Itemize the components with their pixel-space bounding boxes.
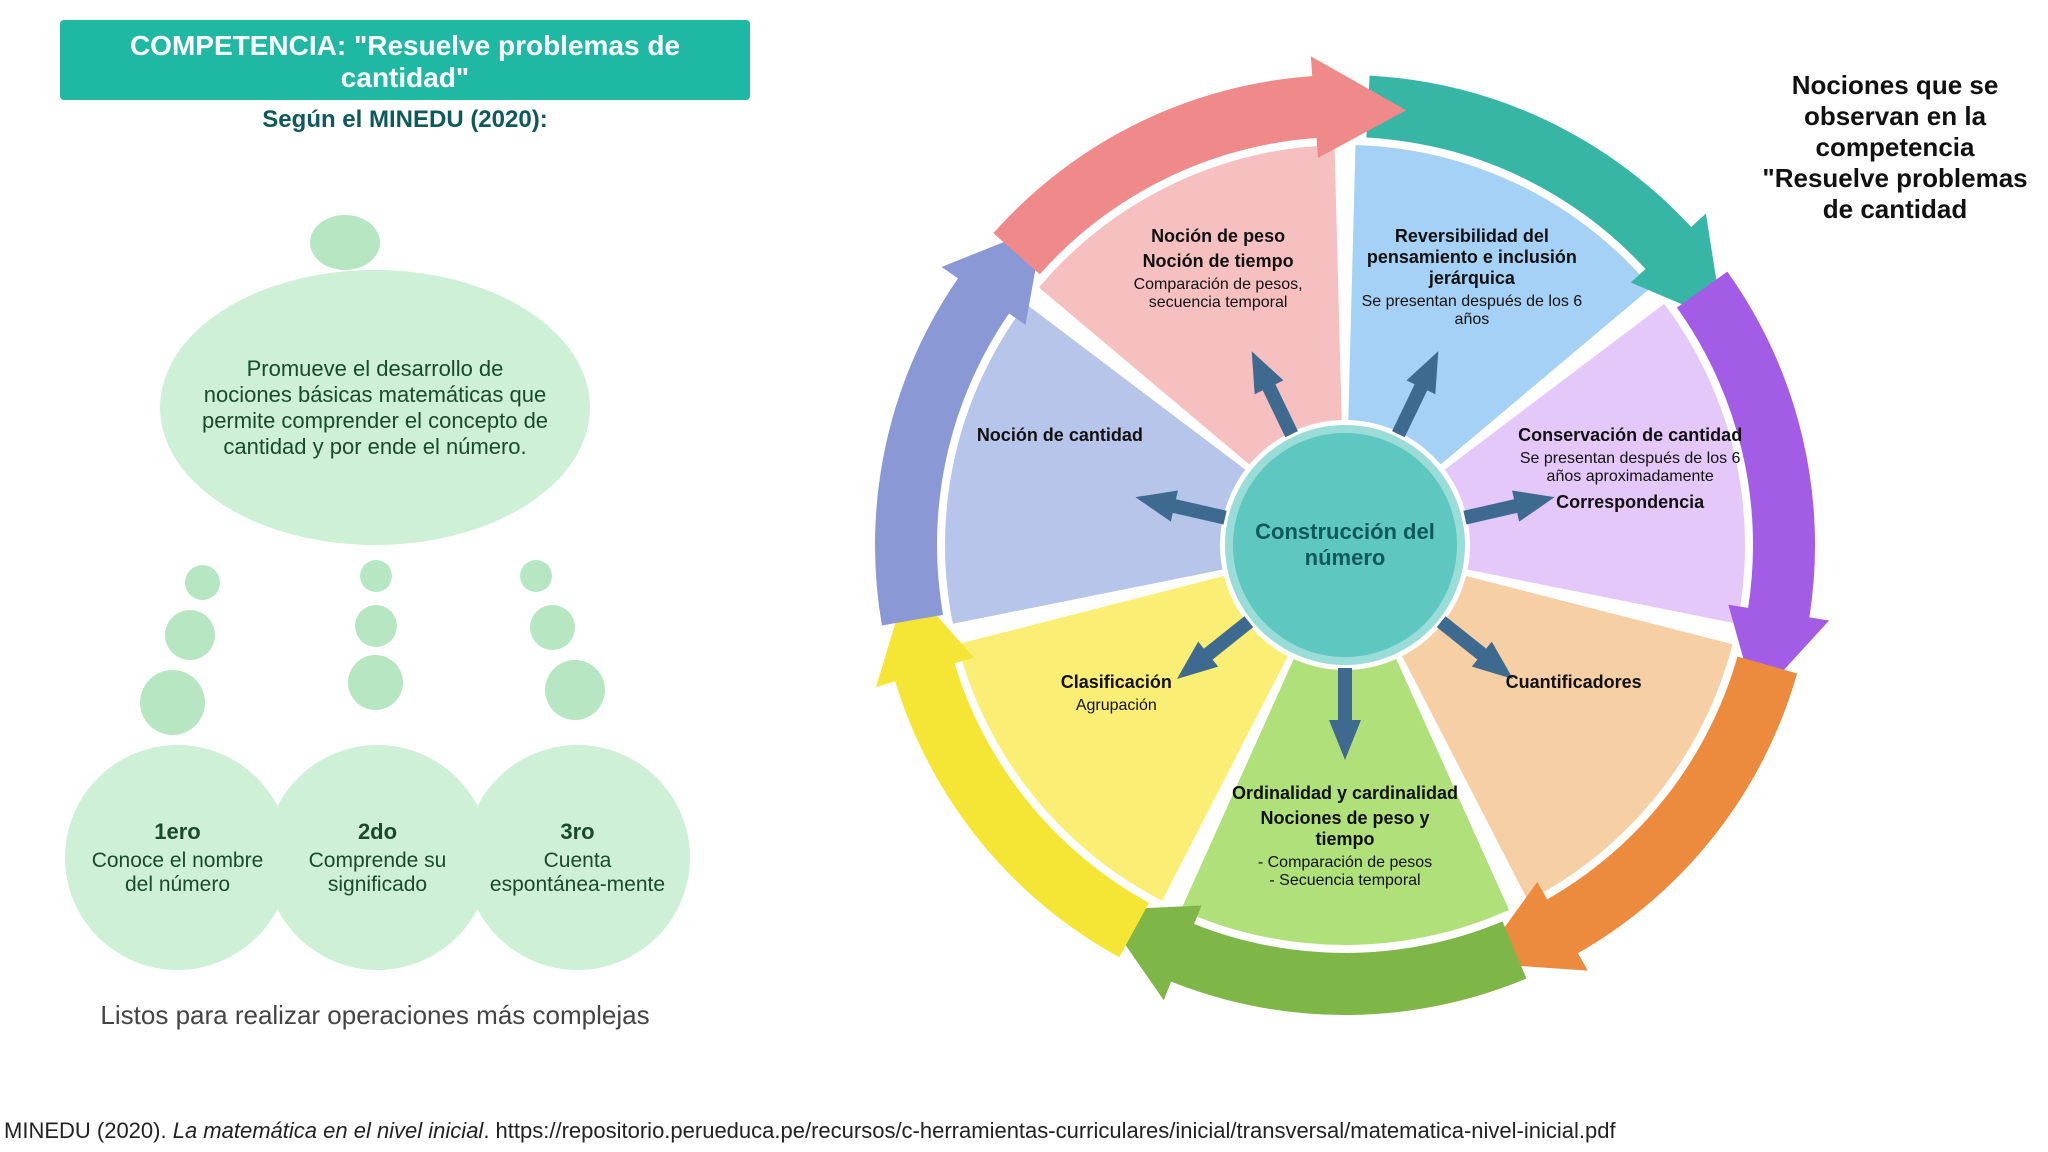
citation-rest: . https://repositorio.perueduca.pe/recur…: [483, 1118, 1615, 1143]
main-bubble-text: Promueve el desarrollo de nociones básic…: [200, 356, 550, 460]
step2-text: Comprende su significado: [283, 849, 472, 897]
dots-1a: [185, 565, 220, 600]
wheel-diagram: Construcción del número Reversibilidad d…: [840, 40, 1850, 1050]
dots-3a: [520, 560, 552, 592]
header-line1: COMPETENCIA: "Resuelve problemas de: [130, 30, 680, 61]
wheel-label-3: Ordinalidad y cardinalidadNociones de pe…: [1230, 783, 1460, 890]
step2-order: 2do: [358, 819, 397, 845]
step1-order: 1ero: [154, 819, 200, 845]
wheel-label-0: Reversibilidad del pensamiento e inclusi…: [1357, 226, 1587, 329]
step1-text: Conoce el nombre del número: [83, 849, 272, 897]
main-bubble: Promueve el desarrollo de nociones básic…: [160, 270, 590, 545]
wheel-label-4: ClasificaciónAgrupación: [1001, 672, 1231, 715]
header-subtitle: Según el MINEDU (2020):: [60, 106, 750, 134]
citation-prefix: MINEDU (2020).: [4, 1118, 173, 1143]
dots-2b: [355, 605, 397, 647]
wheel-label-5: Noción de cantidad: [945, 425, 1175, 450]
header-box: COMPETENCIA: "Resuelve problemas de cant…: [60, 20, 750, 100]
dots-3c: [545, 660, 605, 720]
step3-order: 3ro: [560, 819, 594, 845]
wheel-label-6: Noción de pesoNoción de tiempoComparació…: [1103, 226, 1333, 312]
bubble-deco-top: [310, 215, 380, 270]
step-bubble-1: 1ero Conoce el nombre del número: [65, 745, 290, 970]
wheel-center-text: Construcción del número: [1253, 519, 1437, 571]
citation-italic: La matemática en el nivel inicial: [173, 1118, 484, 1143]
citation: MINEDU (2020). La matemática en el nivel…: [0, 1118, 2048, 1144]
dots-2a: [360, 560, 392, 592]
header-line2: cantidad": [341, 62, 469, 93]
wheel-center: Construcción del número: [1225, 425, 1465, 665]
step3-text: Cuenta espontánea-mente: [483, 849, 672, 897]
dots-2c: [348, 655, 403, 710]
wheel-label-1: Conservación de cantidadSe presentan des…: [1515, 425, 1745, 517]
ops-footer: Listos para realizar operaciones más com…: [90, 1000, 660, 1031]
dots-3b: [530, 605, 575, 650]
dots-1c: [140, 670, 205, 735]
wheel-label-2: Cuantificadores: [1459, 672, 1689, 697]
step-bubble-3: 3ro Cuenta espontánea-mente: [465, 745, 690, 970]
dots-1b: [165, 610, 215, 660]
step-bubble-2: 2do Comprende su significado: [265, 745, 490, 970]
